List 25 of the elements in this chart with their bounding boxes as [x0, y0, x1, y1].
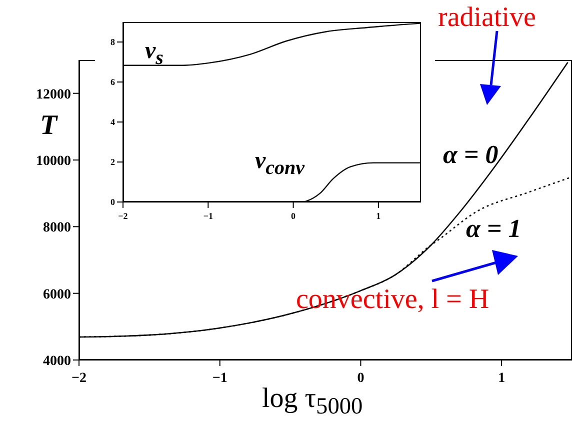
y-tick-label: 12000 [36, 87, 71, 102]
x-tick-label: −2 [72, 371, 86, 386]
x-tick-label: 0 [291, 211, 296, 221]
series-label: v$_{s}$ [145, 38, 164, 70]
y-tick-label: 0 [110, 197, 116, 208]
x-tick-label: −1 [212, 371, 228, 386]
y-tick-label: 4 [110, 117, 116, 128]
x-tick-label: 0 [357, 371, 364, 386]
y-tick-label: 6000 [43, 287, 71, 302]
y-tick-label: 4000 [43, 354, 71, 369]
x-tick-label: 1 [376, 211, 382, 221]
y-tick-label: 6 [110, 77, 116, 88]
x-tick-label: −1 [203, 211, 214, 221]
y-axis-title: T [40, 110, 58, 142]
series-label: α = 0 [443, 140, 498, 170]
text: radiative [438, 2, 536, 34]
x-tick-label: −2 [118, 211, 128, 221]
series-label: α = 1 [466, 214, 522, 244]
y-tick-label: 2 [110, 157, 116, 168]
y-tick-label: 8 [110, 37, 116, 48]
x-axis-title: log τ$_{5000}$ [262, 383, 363, 420]
y-tick-label: 8000 [43, 220, 71, 236]
series-label: v$_{conv}$ [255, 148, 305, 180]
x-tick-label: 1 [498, 371, 506, 386]
y-tick-label: 10000 [36, 154, 71, 169]
